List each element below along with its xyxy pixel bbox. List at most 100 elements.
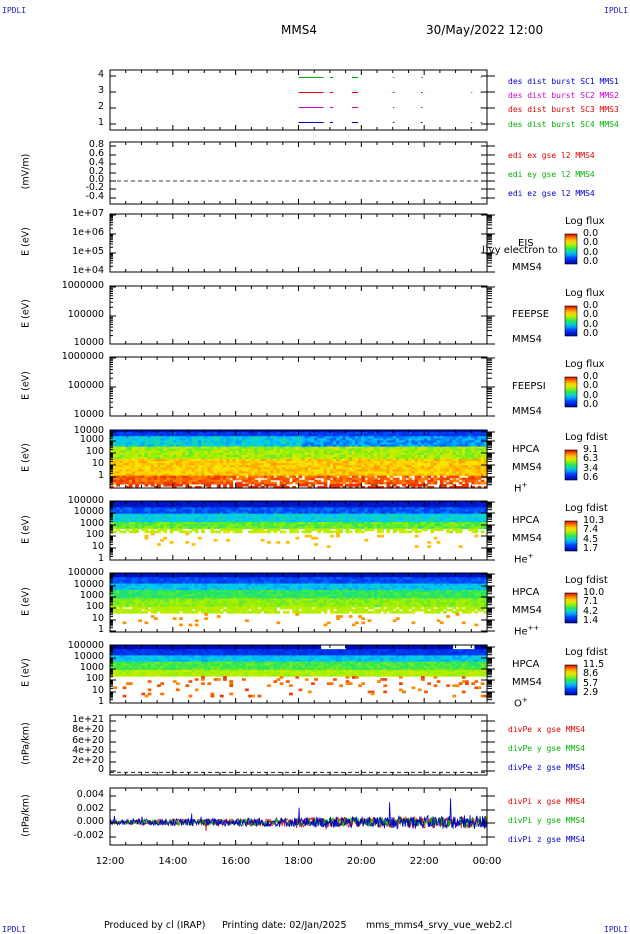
y-tick-hpca_o-3: 100 <box>85 673 104 684</box>
y-tick-divpi-1: 0.002 <box>76 803 104 814</box>
species-charge-hpca_hepp: ++ <box>527 624 540 632</box>
species-label-hpca_hepp: He++ <box>514 624 540 638</box>
y-axis-label-divpi: (nPa/km) <box>20 793 32 837</box>
y-tick-feepse-0: 1000000 <box>61 280 104 291</box>
y-tick-divpi-3: -0.002 <box>73 830 104 841</box>
legend-edi-0: edi ex gse l2 MMS4 <box>508 151 595 160</box>
footer-filename: mms_mms4_srvy_vue_web2.cl <box>366 920 513 931</box>
colorbar-value-hpca_he-3: 1.7 <box>583 542 599 554</box>
frame-edi <box>109 141 488 205</box>
spacecraft-label-hpca_he: MMS4 <box>512 533 542 544</box>
y-tick-eis-1: 1e+06 <box>72 227 104 238</box>
instrument-label-hpca_he: HPCA <box>512 515 540 526</box>
y-tick-hpca_he-4: 10 <box>91 541 104 552</box>
colorbar-title-hpca_hepp: Log fdist <box>565 575 608 586</box>
colorbar-value-hpca_h-3: 0.6 <box>583 471 599 483</box>
colorbar-hpca_h <box>564 449 578 481</box>
frame-feepsi <box>109 356 488 417</box>
y-tick-hpca_o-0: 100000 <box>67 640 104 651</box>
footer-produced-by: Produced by cl (IRAP) <box>104 920 206 931</box>
instrument-label-eis: EIS <box>518 238 534 249</box>
y-tick-feepse-2: 10000 <box>73 337 104 348</box>
y-tick-edi-6: -0.4 <box>85 191 104 202</box>
colorbar-value-hpca_hepp-0: 10.0 <box>583 587 605 598</box>
species-label-hpca_o: O+ <box>514 696 528 710</box>
legend-burst-0: des dist burst SC1 MMS1 <box>508 77 619 86</box>
species-label-hpca_he: He+ <box>514 552 534 566</box>
colorbar-title-feepsi: Log flux <box>565 359 605 370</box>
x-tick-4: 20:00 <box>346 856 376 867</box>
colorbar-value-feepsi-2: 0.0 <box>583 389 599 401</box>
colorbar-value-hpca_he-2: 4.5 <box>583 533 599 545</box>
x-tick-6: 00:00 <box>472 856 502 867</box>
spacecraft-label-feepse: MMS4 <box>512 334 542 345</box>
x-tick-0: 12:00 <box>95 856 125 867</box>
colorbar-title-hpca_h: Log fdist <box>565 432 608 443</box>
instrument-label-hpca_hepp: HPCA <box>512 587 540 598</box>
instrument-label-hpca_h: HPCA <box>512 444 540 455</box>
colorbar-value-hpca_h-0: 9.1 <box>583 444 599 455</box>
legend-divpi-1: divPi y gse MMS4 <box>508 816 586 825</box>
heatmap-cells-hpca_o <box>110 645 488 698</box>
colorbar-value-feepsi-0: 0.0 <box>583 371 599 382</box>
colorbar-value-hpca_he-0: 10.3 <box>583 515 605 526</box>
y-tick-hpca_hepp-4: 10 <box>91 613 104 624</box>
y-tick-edi-3: 0.2 <box>88 166 104 177</box>
colorbar-feepse <box>564 305 578 337</box>
panel-burst <box>109 69 495 131</box>
colorbar-eis <box>564 233 578 265</box>
y-tick-hpca_he-1: 10000 <box>73 506 104 517</box>
divpi-series-x <box>109 815 488 832</box>
panel-divpe <box>109 714 495 776</box>
y-axis-label-edi: (mV/m) <box>20 153 32 190</box>
species-charge-hpca_h: + <box>521 481 528 489</box>
legend-divpe-0: divPe x gse MMS4 <box>508 725 586 734</box>
colorbar-value-hpca_o-0: 11.5 <box>583 659 605 670</box>
species-charge-hpca_o: + <box>521 696 528 704</box>
legend-divpi-2: divPi z gse MMS4 <box>508 835 586 844</box>
colorbar-value-hpca_h-1: 6.3 <box>583 453 599 465</box>
colorbar-value-eis-0: 0.0 <box>583 228 599 239</box>
colorbar-value-eis-3: 0.0 <box>583 255 599 267</box>
legend-edi-2: edi ez gse l2 MMS4 <box>508 189 595 198</box>
y-tick-hpca_o-5: 1 <box>97 696 104 707</box>
spacecraft-label-eis: MMS4 <box>512 262 542 273</box>
y-axis-label-divpe: (nPa/km) <box>20 722 32 765</box>
y-tick-hpca_he-5: 1 <box>97 553 104 564</box>
corner-mark-top-left: IPDLI <box>2 6 27 15</box>
y-tick-hpca_o-1: 10000 <box>73 651 104 662</box>
y-tick-divpe-1: 8e+20 <box>72 724 104 735</box>
y-tick-hpca_h-3: 10 <box>91 458 104 469</box>
legend-burst-3: des dist burst SC4 MMS4 <box>508 120 619 129</box>
y-axis-label-feepsi: E (eV) <box>20 370 32 400</box>
y-tick-edi-1: 0.6 <box>88 148 104 159</box>
y-tick-divpe-2: 6e+20 <box>72 735 104 746</box>
colorbar-title-hpca_he: Log fdist <box>565 503 608 514</box>
colorbar-value-eis-2: 0.0 <box>583 246 599 258</box>
instrument-label-hpca_o: HPCA <box>512 659 540 670</box>
y-tick-hpca_h-0: 10000 <box>73 425 104 436</box>
spacecraft-label-hpca_hepp: MMS4 <box>512 605 542 616</box>
footer-printing-date: Printing date: 02/Jan/2025 <box>222 920 347 931</box>
legend-edi-1: edi ey gse l2 MMS4 <box>508 170 595 179</box>
y-tick-hpca_hepp-1: 10000 <box>73 579 104 590</box>
panel-divpi <box>109 787 495 846</box>
spacecraft-label-hpca_o: MMS4 <box>512 677 542 688</box>
species-charge-hpca_he: + <box>527 552 534 560</box>
y-tick-divpe-4: 2e+20 <box>72 755 104 766</box>
colorbar-title-hpca_o: Log fdist <box>565 647 608 658</box>
spacecraft-title: MMS4 <box>281 23 317 37</box>
colorbar-value-feepse-1: 0.0 <box>583 309 599 321</box>
panel-hpca_hepp <box>109 572 578 633</box>
frame-divpe <box>109 714 488 776</box>
y-tick-edi-2: 0.4 <box>88 157 104 168</box>
y-axis-label-feepse: E (eV) <box>20 299 32 328</box>
y-tick-burst-0: 4 <box>97 69 104 80</box>
x-tick-1: 14:00 <box>158 856 188 867</box>
colorbar-value-hpca_o-2: 5.7 <box>583 677 599 689</box>
y-tick-feepsi-0: 1000000 <box>61 351 104 362</box>
y-tick-hpca_o-4: 10 <box>91 685 104 696</box>
colorbar-value-eis-1: 0.0 <box>583 237 599 249</box>
colorbar-title-feepse: Log flux <box>565 288 605 299</box>
